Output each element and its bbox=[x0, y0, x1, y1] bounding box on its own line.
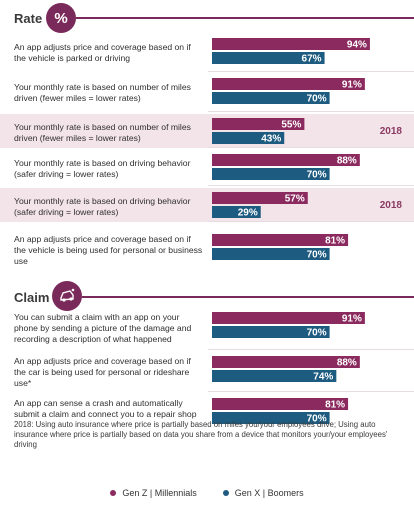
bar-genz bbox=[212, 356, 360, 368]
bar-genx bbox=[212, 92, 330, 104]
bar-genx bbox=[212, 52, 325, 64]
car-crash-icon bbox=[52, 281, 82, 311]
bar-genx bbox=[212, 370, 337, 382]
bar-label-genz: 88% bbox=[337, 358, 357, 369]
bar-label-genz: 81% bbox=[325, 236, 345, 247]
bar-label-genx: 70% bbox=[307, 94, 327, 105]
percent-icon: % bbox=[46, 3, 76, 33]
bar-label-genx: 70% bbox=[307, 170, 327, 181]
bar-genx bbox=[212, 326, 330, 338]
legend-item-genz: Gen Z | Millennials bbox=[110, 488, 197, 498]
rate-section-rule bbox=[76, 17, 414, 19]
row-label: An app can sense a crash and automatical… bbox=[14, 398, 197, 419]
bar-label-genx: 70% bbox=[307, 250, 327, 261]
bar-genx bbox=[212, 168, 330, 180]
row-label: Your monthly rate is based on number of … bbox=[14, 82, 191, 103]
bar-label-genx: 67% bbox=[302, 54, 322, 65]
row-label: You can submit a claim with an app on yo… bbox=[14, 312, 192, 344]
row-divider bbox=[208, 71, 414, 72]
legend-item-genx: Gen X | Boomers bbox=[222, 488, 304, 498]
row-divider bbox=[208, 391, 414, 392]
claim-section-rule bbox=[82, 296, 414, 298]
row-divider bbox=[208, 221, 414, 222]
bar-genz bbox=[212, 312, 365, 324]
legend-swatch-genz bbox=[110, 490, 117, 496]
bar-genz bbox=[212, 78, 365, 90]
bar-genz bbox=[212, 154, 360, 166]
row-divider bbox=[208, 111, 414, 112]
percent-icon-glyph: % bbox=[54, 9, 68, 27]
bar-label-genz: 88% bbox=[337, 156, 357, 167]
row-label: Your monthly rate is based on driving be… bbox=[14, 196, 191, 217]
row-year-tag: 2018 bbox=[379, 200, 402, 211]
row-label: Your monthly rate is based on number of … bbox=[14, 122, 191, 143]
rate-section-title: Rate bbox=[14, 11, 43, 26]
row-highlight-band bbox=[0, 114, 414, 148]
row-divider bbox=[208, 349, 414, 350]
row-label: An app adjusts price and coverage based … bbox=[14, 356, 191, 388]
legend-label-genx: Gen X | Boomers bbox=[234, 488, 304, 498]
bar-label-genz: 91% bbox=[342, 314, 362, 325]
bar-label-genx: 74% bbox=[313, 372, 333, 383]
bar-label-genx: 70% bbox=[307, 328, 327, 339]
bar-genz bbox=[212, 38, 370, 50]
legend-label-genz: Gen Z | Millennials bbox=[122, 488, 197, 498]
bar-genz bbox=[212, 234, 349, 246]
legend-swatch-genx bbox=[222, 490, 229, 496]
row-highlight-band bbox=[0, 188, 414, 222]
bar-label-genz: 94% bbox=[347, 40, 367, 51]
bar-label-genz: 91% bbox=[342, 80, 362, 91]
row-divider bbox=[208, 185, 414, 186]
bar-genx bbox=[212, 248, 330, 260]
row-divider bbox=[208, 147, 414, 148]
row-label: Your monthly rate is based on driving be… bbox=[14, 158, 191, 179]
legend: Gen Z | Millennials Gen X | Boomers bbox=[0, 488, 414, 498]
row-label: An app adjusts price and coverage based … bbox=[14, 234, 203, 266]
bar-genz bbox=[212, 398, 349, 410]
footnote: 2018: Using auto insurance where price i… bbox=[14, 420, 388, 449]
claim-section-title: Claim bbox=[14, 290, 50, 305]
row-year-tag: 2018 bbox=[379, 126, 402, 137]
car-crash-icon-svg bbox=[60, 288, 75, 302]
bar-label-genz: 81% bbox=[325, 400, 345, 411]
row-label: An app adjusts price and coverage based … bbox=[14, 42, 191, 63]
